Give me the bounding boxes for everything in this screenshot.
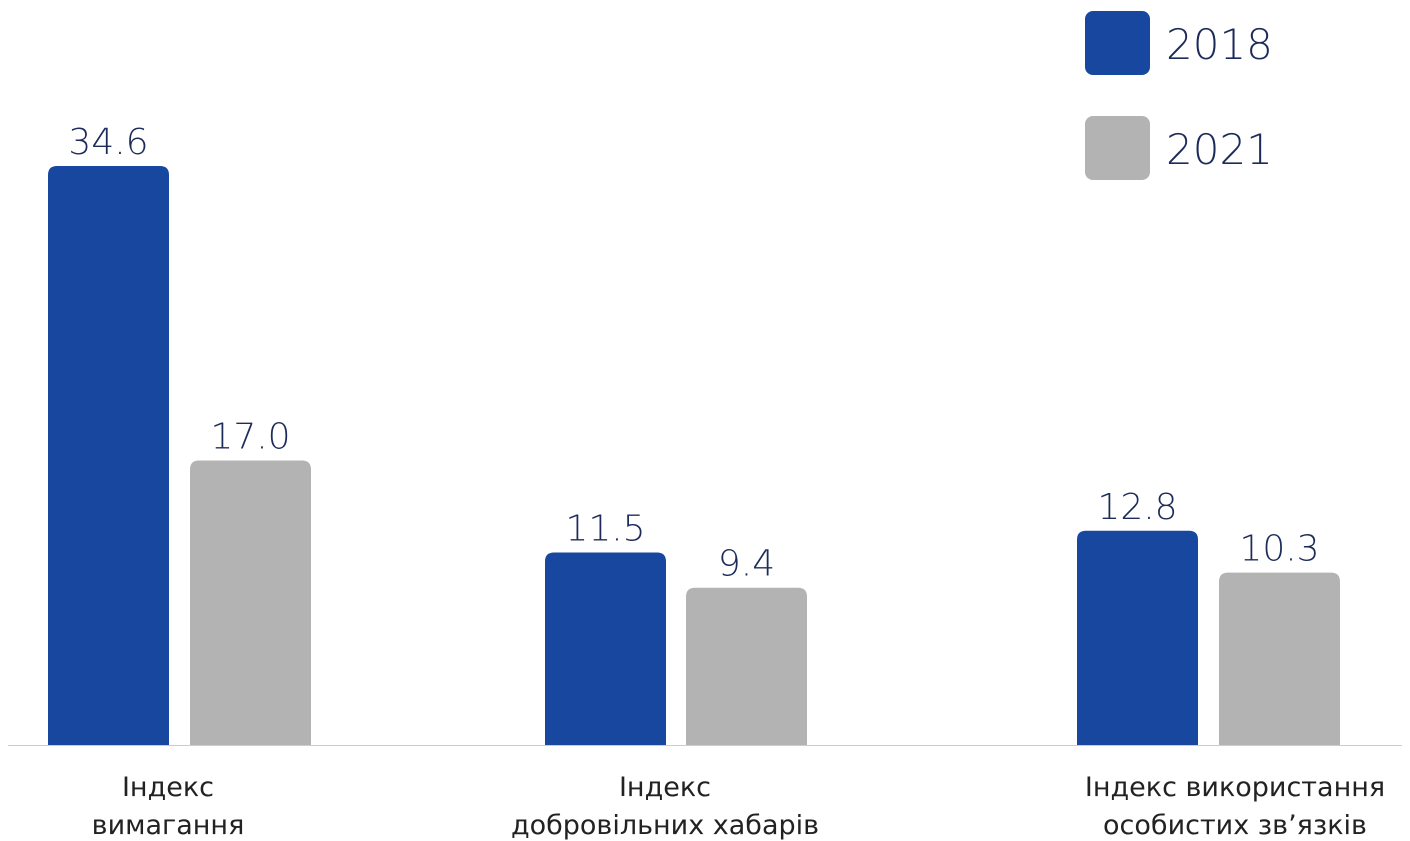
category-label-0-1: вимагання [92,810,245,841]
bar-2021-2 [1219,572,1340,745]
value-label-2021-2: 10.3 [1239,529,1319,570]
legend-label-2021: 2021 [1166,125,1273,174]
value-label-2018-2: 12.8 [1097,487,1177,528]
legend-label-2018: 2018 [1166,20,1273,69]
bar-2018-1 [545,552,666,745]
value-label-2018-1: 11.5 [565,509,645,550]
value-label-2021-1: 9.4 [718,544,775,585]
value-label-2021-0: 17.0 [210,417,290,458]
legend-swatch-2021 [1085,116,1150,180]
category-label-1-1: добровільних хабарів [511,810,819,841]
bar-2018-2 [1077,530,1198,745]
category-label-2-1: особистих зв’язків [1103,810,1367,841]
bar-2018-0 [48,166,169,745]
bar-2021-0 [190,460,311,745]
category-label-1-0: Індекс [619,772,711,803]
value-label-2018-0: 34.6 [68,122,148,163]
legend-swatch-2018 [1085,11,1150,75]
category-label-0-0: Індекс [122,772,214,803]
category-label-2-0: Індекс використання [1085,772,1385,803]
bar-2021-1 [686,587,807,745]
